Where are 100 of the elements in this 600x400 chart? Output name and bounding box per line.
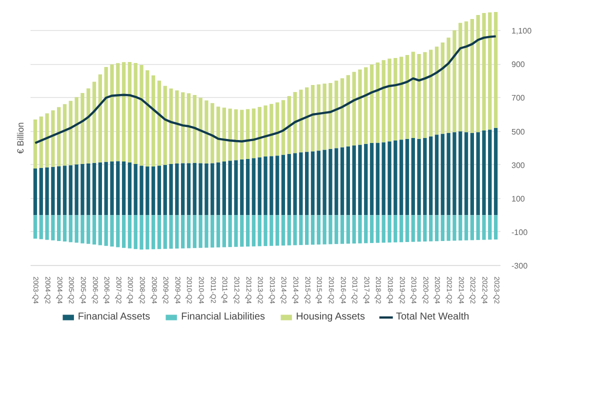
bar — [216, 162, 220, 216]
bar — [488, 12, 492, 130]
bar — [382, 142, 386, 216]
bar — [204, 215, 208, 248]
bar — [33, 215, 38, 239]
bar — [210, 163, 214, 216]
bar — [470, 132, 474, 216]
bar — [299, 215, 303, 246]
bar — [216, 215, 220, 248]
bar — [39, 168, 43, 216]
bar — [322, 150, 326, 216]
bar — [334, 80, 338, 148]
bar — [322, 215, 326, 244]
bar — [210, 103, 214, 164]
bar — [411, 138, 415, 216]
bar — [134, 164, 138, 216]
bar — [281, 100, 286, 155]
bar — [322, 84, 326, 150]
bar — [234, 215, 238, 247]
bar — [464, 21, 468, 132]
bar — [434, 134, 439, 216]
bar — [228, 160, 232, 216]
bar — [128, 162, 132, 216]
bar — [382, 215, 386, 243]
bar — [39, 215, 43, 240]
bar — [364, 215, 368, 244]
bar — [116, 215, 120, 248]
bar — [328, 148, 332, 216]
bar — [446, 215, 450, 241]
y-tick-label: 900 — [512, 60, 526, 70]
bar — [340, 147, 344, 216]
bar — [163, 86, 167, 165]
bar — [440, 134, 444, 216]
legend-label: Housing Assets — [296, 312, 365, 322]
bar — [157, 80, 162, 166]
bar — [68, 100, 72, 166]
bar — [293, 92, 297, 154]
bar — [364, 144, 368, 216]
bar — [33, 168, 38, 216]
bar — [240, 110, 244, 160]
bar — [287, 96, 291, 154]
bar — [405, 138, 410, 216]
bar — [382, 60, 386, 142]
bar — [74, 215, 78, 243]
bar — [281, 154, 286, 216]
bar — [68, 215, 72, 242]
bar — [210, 215, 214, 248]
bar — [146, 215, 150, 250]
bar — [192, 215, 196, 248]
bar — [476, 15, 480, 132]
bar — [110, 64, 114, 162]
bar — [476, 215, 480, 240]
bar — [287, 215, 291, 246]
bar — [246, 215, 250, 247]
bar — [264, 105, 268, 156]
bar — [169, 215, 173, 249]
bar — [181, 215, 185, 248]
bar — [370, 64, 374, 144]
bar — [270, 156, 274, 216]
bar — [340, 78, 344, 148]
bar — [51, 110, 55, 167]
bar — [110, 161, 114, 216]
bar — [116, 63, 120, 162]
y-axis-title: € Billion — [16, 122, 26, 154]
bar — [181, 92, 185, 164]
bar — [258, 157, 262, 216]
bar — [305, 215, 309, 245]
bar — [122, 161, 126, 216]
bar — [198, 98, 202, 164]
bar — [428, 215, 433, 242]
y-tick-label: -300 — [512, 262, 528, 270]
bar — [358, 144, 362, 216]
bar — [104, 162, 108, 216]
bar — [140, 215, 144, 250]
bar — [452, 215, 456, 241]
bar — [287, 154, 291, 216]
bar — [157, 166, 162, 216]
bar — [388, 141, 392, 216]
bar — [258, 215, 262, 246]
bar — [175, 90, 179, 164]
bar — [51, 166, 55, 216]
bar — [281, 215, 286, 246]
bar — [62, 215, 67, 242]
bar — [488, 130, 492, 216]
bar — [464, 215, 468, 240]
bar — [488, 215, 492, 240]
bar — [352, 72, 356, 146]
bar — [482, 13, 486, 130]
bar — [494, 215, 498, 240]
bar — [334, 215, 338, 244]
bar — [358, 215, 362, 244]
bar — [458, 131, 462, 216]
bar — [270, 215, 274, 246]
bar — [204, 100, 208, 164]
bar — [310, 84, 315, 152]
bar — [358, 70, 362, 145]
bar — [192, 162, 196, 216]
bar — [305, 152, 309, 216]
bar — [476, 132, 480, 216]
bar — [376, 215, 380, 243]
